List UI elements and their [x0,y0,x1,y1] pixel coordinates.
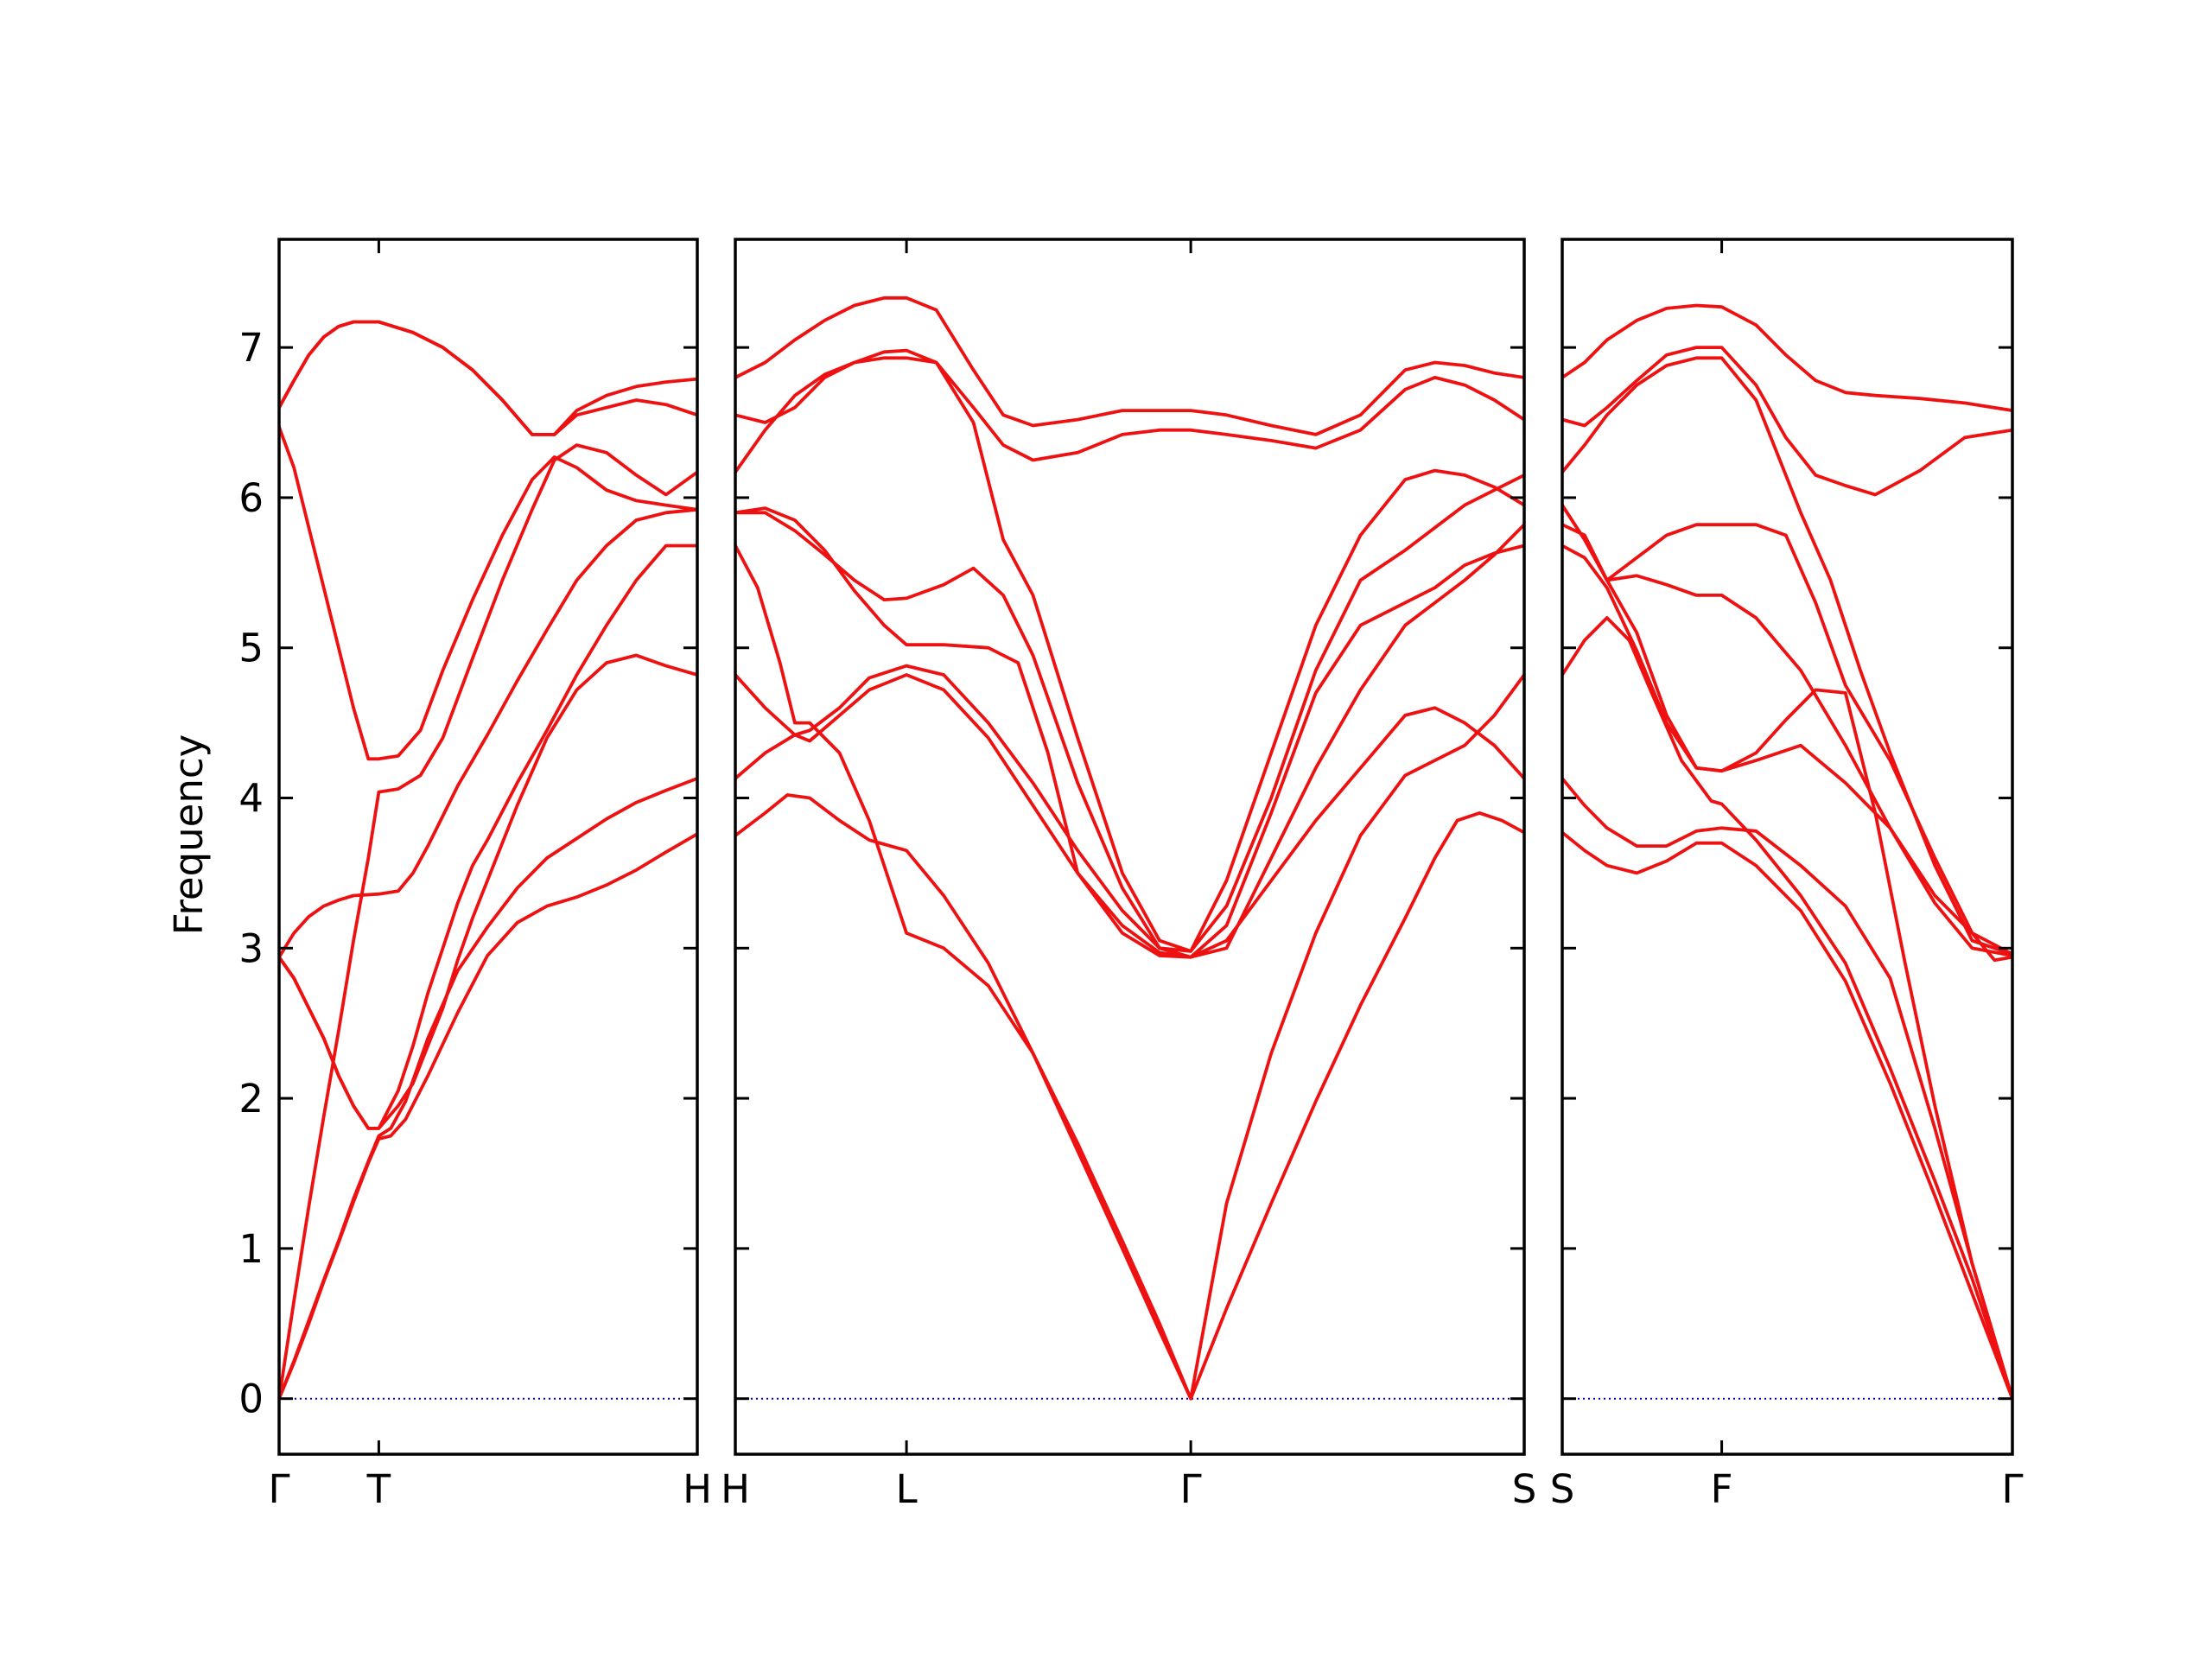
band-7 [735,356,1524,953]
x-tick-label: L [896,1466,918,1512]
band-4 [1562,543,2012,1401]
band-7 [279,425,697,761]
bands [735,296,1524,1401]
y-tick-label: 1 [238,1226,264,1272]
band-9 [1562,346,2012,497]
band-6 [735,474,1524,953]
band-4 [279,653,697,1130]
band-9 [279,320,697,436]
y-tick-label: 6 [238,475,264,521]
panel-frame [734,238,1526,1456]
panels: 0 1 2 3 4 5 6 7 Γ T H H L Γ S S F Γ [238,238,2024,1512]
band-7 [1562,503,2012,957]
x-tick-label: T [366,1466,391,1512]
y-tick-label: 5 [238,626,264,671]
band-5 [1562,523,2012,963]
y-tick-label: 3 [238,925,264,971]
band-2 [735,673,1524,959]
y-tick-label: 4 [238,776,264,822]
x-tick-label: S [1512,1466,1537,1512]
band-1 [1562,830,2012,1401]
x-tick-label: Γ [1180,1466,1202,1512]
panel-frame [1560,238,2014,1456]
band-8 [735,348,1524,462]
band-1 [279,832,697,1401]
x-tick-label: H [721,1466,750,1512]
y-tick-label: 7 [238,325,264,371]
band-10 [1562,303,2012,412]
y-tick-label: 2 [238,1076,264,1122]
x-tick-label: F [1711,1466,1733,1512]
y-tick-label: 0 [238,1376,264,1422]
band-3 [735,523,1524,959]
panel-1: 0 1 2 3 4 5 6 7 Γ T H [238,238,712,1512]
band-3 [279,443,697,1401]
x-tick-label: H [683,1466,712,1512]
band-6 [279,507,697,959]
band-2 [1562,777,2012,1401]
band-5 [735,506,1524,959]
y-axis-label: Frequency [166,734,212,935]
band-4 [735,543,1524,1401]
band-8 [1562,356,2012,957]
x-tick-label: S [1550,1466,1575,1512]
panel-frame [277,238,699,1456]
band-8 [279,320,697,436]
x-tick-label: Γ [268,1466,289,1512]
band-3 [1562,616,2012,1401]
band-1 [735,793,1524,1401]
band-9 [735,296,1524,436]
bands [279,320,697,1401]
x-tick-label: Γ [2001,1466,2023,1512]
band-5 [279,543,697,1130]
bands [1562,303,2012,1401]
